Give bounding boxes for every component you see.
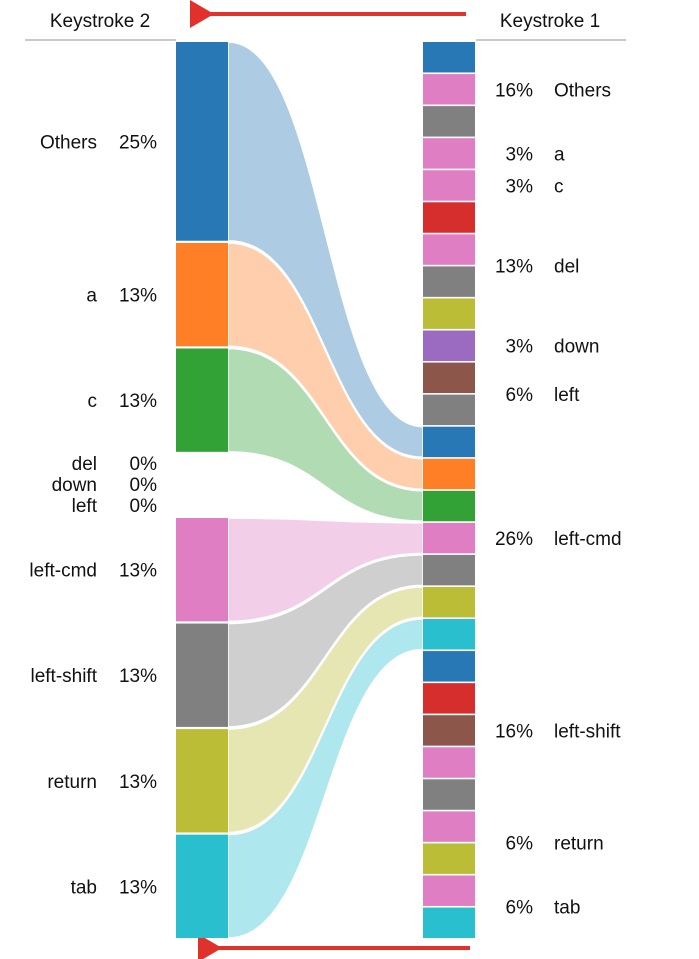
right-label-return: return (554, 834, 604, 855)
right-label-others: Others (554, 80, 611, 101)
left-node-left-cmd (176, 518, 228, 622)
right-node-column (423, 42, 475, 938)
flow-others-to-left-cmd (227, 41, 424, 458)
right-segment-left-shift-3 (423, 715, 475, 746)
right-pct-tab: 6% (506, 898, 534, 919)
flow-tab-to-left-cmd (227, 618, 424, 939)
right-pct-c: 3% (506, 176, 534, 197)
left-node-a (176, 242, 228, 347)
left-pct-return: 13% (119, 772, 157, 793)
right-label-a: a (554, 144, 565, 165)
right-header: Keystroke 1 (500, 11, 600, 32)
left-label-tab: tab (71, 877, 97, 898)
right-segment-left-cmd-6 (423, 586, 475, 618)
flow-layer (227, 41, 424, 939)
left-node-c (176, 348, 228, 452)
left-node-left-shift (176, 623, 228, 727)
right-segment-return-1 (423, 811, 475, 842)
left-label-c: c (88, 391, 98, 412)
right-label-del: del (554, 257, 579, 278)
left-header: Keystroke 2 (50, 11, 150, 32)
right-pct-left-shift: 16% (495, 721, 533, 742)
left-label-others: Others (40, 132, 97, 153)
right-segment-c-1 (423, 170, 475, 201)
left-pct-del: 0% (130, 454, 158, 475)
left-label-left-cmd: left-cmd (29, 561, 97, 582)
right-label-column: 16% Others 3% a 3% c 13% del 3% down 6% left 26% left… (495, 80, 622, 918)
right-segment-left-cmd-4 (423, 522, 475, 554)
right-segment-left-cmd-5 (423, 554, 475, 586)
right-label-c: c (554, 176, 564, 197)
right-segment-left-cmd-7 (423, 619, 475, 650)
right-label-tab: tab (554, 898, 580, 919)
left-pct-a: 13% (119, 286, 157, 307)
right-pct-del: 13% (495, 257, 533, 278)
right-pct-a: 3% (506, 144, 534, 165)
right-segment-left-cmd-3 (423, 490, 475, 522)
flow-left-shift-to-left-cmd (227, 554, 424, 728)
right-segment-del-4 (423, 298, 475, 329)
right-segment-left-shift-2 (423, 683, 475, 714)
right-segment-left-cmd-1 (423, 426, 475, 458)
left-label-return: return (47, 772, 97, 793)
left-pct-others: 25% (119, 132, 157, 153)
right-segment-left-2 (423, 394, 475, 426)
right-segment-a-1 (423, 138, 475, 169)
right-segment-left-shift-4 (423, 747, 475, 778)
left-label-left: left (72, 496, 98, 517)
left-label-column: Others 25% a 13% c 13% del 0% down 0% left 0% left-c… (29, 132, 157, 898)
right-segment-others-2 (423, 74, 475, 105)
right-label-left: left (554, 385, 580, 406)
right-label-down: down (554, 337, 599, 358)
right-segment-del-2 (423, 234, 475, 265)
right-pct-others: 16% (495, 80, 533, 101)
right-segment-left-shift-1 (423, 651, 475, 682)
right-segment-down-1 (423, 330, 475, 361)
left-pct-left: 0% (130, 496, 158, 517)
right-pct-left: 6% (506, 385, 534, 406)
right-label-left-cmd: left-cmd (554, 529, 622, 550)
left-label-del: del (72, 454, 97, 475)
left-node-return (176, 729, 228, 833)
right-segment-others-3 (423, 106, 475, 137)
right-pct-down: 3% (506, 337, 534, 358)
right-segment-tab-2 (423, 907, 475, 938)
left-label-a: a (86, 286, 97, 307)
right-pct-return: 6% (506, 834, 534, 855)
right-label-left-shift: left-shift (554, 721, 621, 742)
right-segment-return-2 (423, 843, 475, 874)
left-pct-tab: 13% (119, 877, 157, 898)
right-segment-left-1 (423, 362, 475, 394)
right-segment-others-1 (423, 42, 475, 73)
left-pct-left-cmd: 13% (119, 561, 157, 582)
left-node-others (176, 42, 228, 241)
right-segment-del-1 (423, 202, 475, 233)
flow-return-to-left-cmd (227, 586, 424, 834)
left-pct-c: 13% (119, 391, 157, 412)
left-label-left-shift: left-shift (30, 666, 97, 687)
left-pct-down: 0% (130, 475, 158, 496)
left-node-tab (176, 834, 228, 938)
right-segment-tab-1 (423, 875, 475, 906)
left-label-down: down (52, 475, 97, 496)
right-segment-del-3 (423, 266, 475, 297)
right-pct-left-cmd: 26% (495, 529, 533, 550)
flow-left-cmd-to-left-cmd (227, 517, 424, 623)
left-node-column (176, 42, 228, 938)
right-segment-left-shift-5 (423, 779, 475, 810)
left-pct-left-shift: 13% (119, 666, 157, 687)
right-segment-left-cmd-2 (423, 458, 475, 490)
